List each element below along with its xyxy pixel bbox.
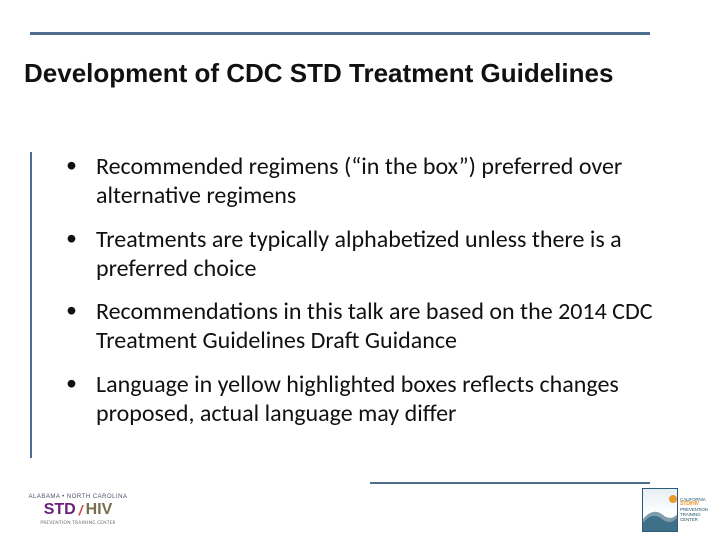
logo-left-std: STD	[44, 501, 76, 519]
bullet-list: Recommended regimens (“in the box”) pref…	[60, 152, 672, 428]
left-vertical-rule	[30, 152, 32, 458]
logo-right-l4: TRAINING CENTER	[680, 513, 702, 523]
bullet-item: Treatments are typically alphabetized un…	[60, 225, 672, 284]
bottom-divider	[370, 482, 650, 484]
slide-title: Development of CDC STD Treatment Guideli…	[24, 58, 696, 89]
bullet-item: Recommended regimens (“in the box”) pref…	[60, 152, 672, 211]
logo-left-slash-icon: /	[79, 502, 83, 518]
bullet-item: Language in yellow highlighted boxes ref…	[60, 370, 672, 429]
logo-left-main: STD / HIV	[44, 501, 113, 519]
logo-right-label: CALIFORNIA STD/HIV PREVENTION TRAINING C…	[680, 488, 702, 532]
slide: Development of CDC STD Treatment Guideli…	[0, 0, 720, 540]
slide-content: Recommended regimens (“in the box”) pref…	[60, 152, 672, 442]
bullet-item: Recommendations in this talk are based o…	[60, 297, 672, 356]
top-divider	[30, 32, 650, 35]
logo-left-tag: PREVENTION TRAINING CENTER	[40, 520, 115, 526]
logo-left-line1: ALABAMA • NORTH CAROLINA	[28, 494, 127, 500]
logo-left: ALABAMA • NORTH CAROLINA STD / HIV PREVE…	[18, 490, 138, 530]
logo-right: CALIFORNIA STD/HIV PREVENTION TRAINING C…	[642, 488, 702, 532]
wave-icon	[642, 488, 678, 532]
logo-left-hiv: HIV	[86, 501, 113, 519]
